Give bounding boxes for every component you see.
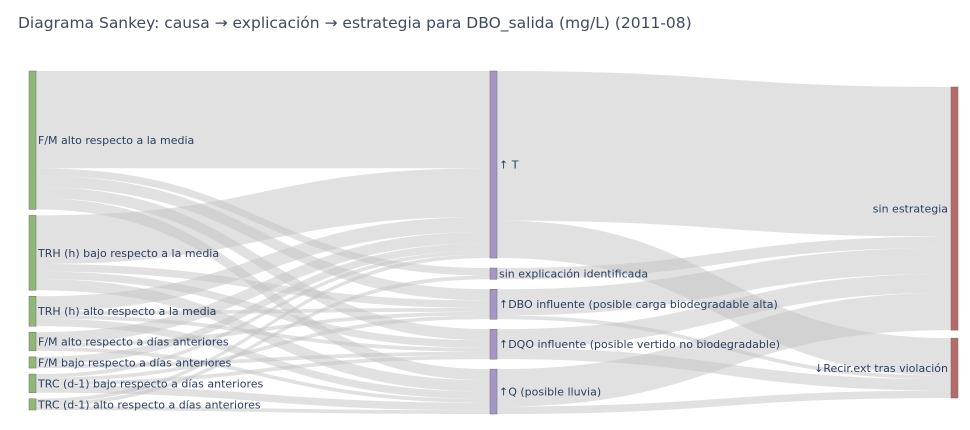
sankey-node-s1[interactable] <box>950 337 959 399</box>
sankey-link-c0-e0[interactable] <box>36 71 490 169</box>
sankey-node-c0[interactable] <box>28 70 37 210</box>
sankey-node-label-c1: TRH (h) bajo respecto a la media <box>37 247 219 260</box>
sankey-node-label-c3: F/M alto respecto a días anteriores <box>38 336 229 349</box>
sankey-node-e2[interactable] <box>489 289 498 320</box>
sankey-node-label-e0: ↑ T <box>499 159 519 172</box>
sankey-node-c4[interactable] <box>28 356 37 369</box>
sankey-node-e1[interactable] <box>489 267 498 280</box>
sankey-link-e3-s1[interactable] <box>497 347 951 391</box>
sankey-labels: F/M alto respecto a la media TRH (h) bajo… <box>37 134 948 411</box>
sankey-node-label-c0: F/M alto respecto a la media <box>38 134 194 147</box>
sankey-links <box>36 71 951 414</box>
sankey-node-e0[interactable] <box>489 70 498 259</box>
sankey-node-e4[interactable] <box>489 368 498 415</box>
sankey-link-e1-s0[interactable] <box>497 236 951 280</box>
sankey-node-c3[interactable] <box>28 331 37 352</box>
sankey-node-label-c4: F/M bajo respecto a días anteriores <box>38 356 232 369</box>
sankey-nodes <box>28 70 959 415</box>
sankey-node-label-s0: sin estrategia <box>873 203 948 216</box>
sankey-node-label-e4: ↑Q (posible lluvia) <box>499 386 601 399</box>
sankey-node-label-e2: ↑DBO influente (posible carga biodegrada… <box>499 298 778 311</box>
sankey-link-c3-e0[interactable] <box>36 231 490 344</box>
sankey-link-c5-e0[interactable] <box>36 250 490 378</box>
sankey-node-label-c2: TRH (h) alto respecto a la media <box>37 305 216 318</box>
sankey-link-c4-e0[interactable] <box>36 243 490 365</box>
sankey-link-c2-e0[interactable] <box>36 216 490 312</box>
sankey-link-c5-e2[interactable] <box>36 315 490 382</box>
sankey-node-c5[interactable] <box>28 373 37 394</box>
sankey-link-e2-s0[interactable] <box>497 247 951 316</box>
sankey-node-label-c6: TRC (d-1) alto respecto a días anteriore… <box>37 398 261 411</box>
sankey-link-c3-e4[interactable] <box>36 347 490 403</box>
sankey-node-c1[interactable] <box>28 215 37 291</box>
sankey-link-c1-e4[interactable] <box>36 279 490 392</box>
sankey-link-c2-e3[interactable] <box>36 314 490 352</box>
sankey-link-c6-e1[interactable] <box>36 275 490 407</box>
sankey-link-e4-s1[interactable] <box>497 390 951 414</box>
sankey-node-c6[interactable] <box>28 398 37 411</box>
sankey-node-c2[interactable] <box>28 295 37 327</box>
sankey-node-label-e3: ↑DQO influente (posible vertido no biode… <box>499 338 780 351</box>
sankey-node-s0[interactable] <box>950 86 959 331</box>
sankey-link-c6-e4[interactable] <box>36 406 490 414</box>
sankey-link-e0-s0[interactable] <box>497 71 951 237</box>
sankey-node-label-c5: TRC (d-1) bajo respecto a días anteriore… <box>37 377 264 390</box>
sankey-link-c2-e2[interactable] <box>36 307 490 315</box>
sankey-node-e3[interactable] <box>489 328 498 360</box>
sankey-link-c5-e3[interactable] <box>36 355 490 386</box>
sankey-link-e3-s0[interactable] <box>497 274 951 348</box>
sankey-link-c1-e0[interactable] <box>36 168 490 265</box>
chart-title: Diagrama Sankey: causa → explicación → e… <box>18 14 692 32</box>
sankey-node-label-e1: sin explicación identificada <box>499 268 648 281</box>
sankey-node-label-s1: ↓Recir.ext tras violación <box>814 362 948 375</box>
sankey-link-c6-e0[interactable] <box>36 254 490 403</box>
sankey-link-e4-s0[interactable] <box>497 292 951 407</box>
